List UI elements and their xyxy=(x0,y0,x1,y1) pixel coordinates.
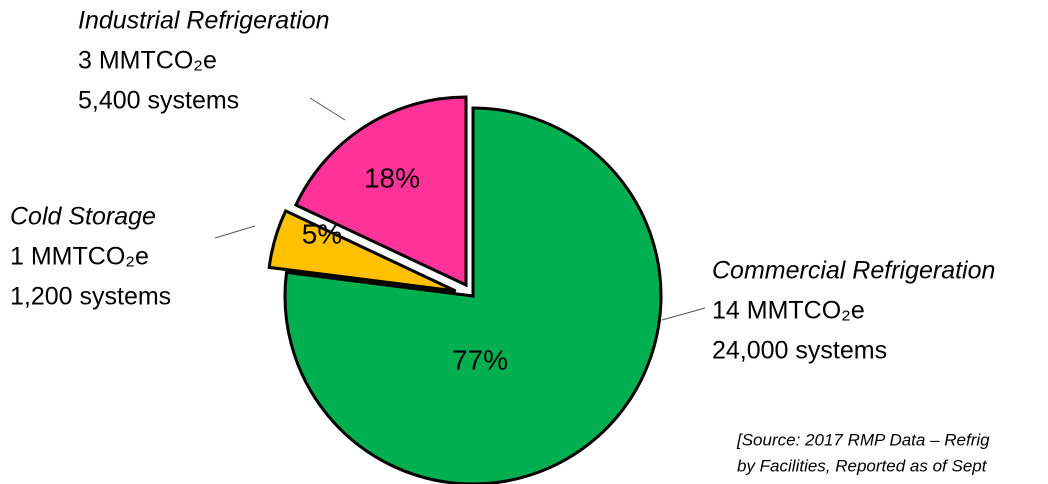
systems-label: 24,000 systems xyxy=(712,337,887,365)
leader-line xyxy=(214,225,256,239)
category-label: Commercial Refrigeration xyxy=(712,257,995,285)
emissions-label: 3 MMTCO₂e xyxy=(78,47,217,75)
category-label: Cold Storage xyxy=(10,203,156,231)
pie-slice xyxy=(283,106,663,484)
pie-slice xyxy=(267,208,457,293)
source-note: by Facilities, Reported as of Sept xyxy=(737,456,988,475)
slice-percent: 18% xyxy=(364,162,420,193)
leader-line xyxy=(309,97,346,121)
source-note: [Source: 2017 RMP Data – Refrig xyxy=(736,430,990,449)
systems-label: 5,400 systems xyxy=(78,87,239,115)
emissions-label: 14 MMTCO₂e xyxy=(712,297,865,325)
pie-slice xyxy=(293,95,468,288)
category-label: Industrial Refrigeration xyxy=(78,7,330,35)
slice-percent: 77% xyxy=(452,344,508,375)
slice-percent: 5% xyxy=(302,218,342,249)
emissions-label: 1 MMTCO₂e xyxy=(10,243,149,271)
systems-label: 1,200 systems xyxy=(10,283,171,311)
leader-line xyxy=(661,307,706,321)
